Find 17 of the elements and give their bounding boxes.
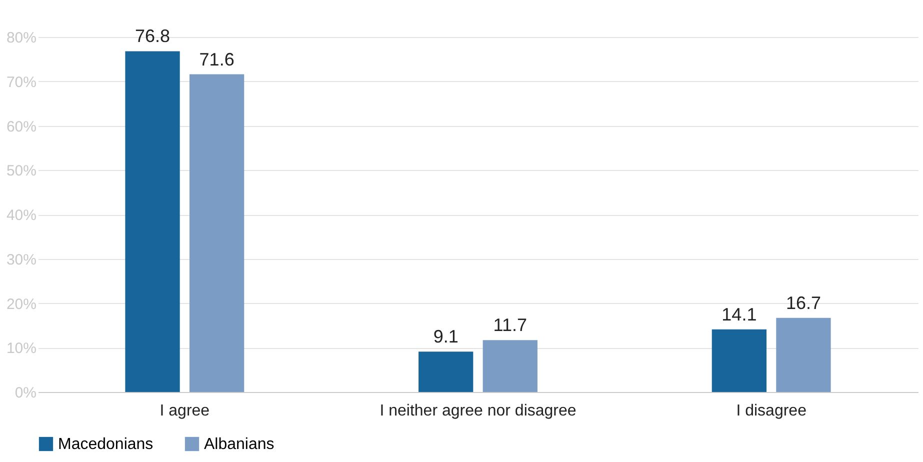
x-tick-label: I agree [160,402,210,420]
legend-label: Albanians [204,436,274,453]
data-label: 11.7 [493,315,527,336]
bar [482,340,538,392]
bar [125,51,180,392]
data-label: 76.8 [134,26,170,46]
data-label: 16.7 [786,292,822,313]
x-tick-label: I disagree [736,402,807,420]
data-label: 71.6 [199,49,234,70]
bar [776,318,831,392]
bar [418,352,474,392]
data-label: 9.1 [433,326,458,347]
data-label: 14.1 [722,304,757,324]
bar [189,74,244,392]
bar [712,329,767,392]
legend-label: Macedonians [58,436,154,453]
x-tick-label: I neither agree nor disagree [380,402,576,420]
